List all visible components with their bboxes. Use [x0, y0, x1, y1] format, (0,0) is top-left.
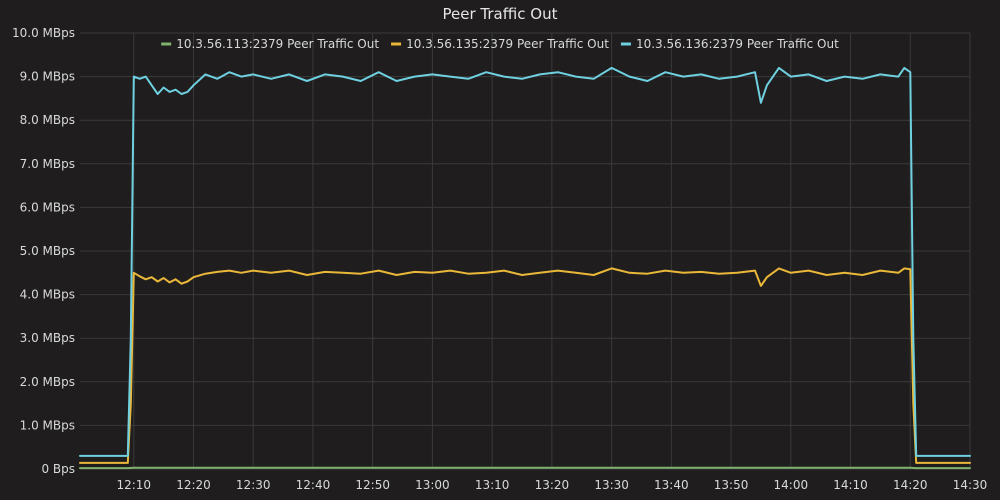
chart-title: Peer Traffic Out — [443, 5, 558, 23]
legend-item-2[interactable]: 10.3.56.135:2379 Peer Traffic Out — [391, 37, 609, 51]
series-line-3 — [79, 66, 971, 457]
x-tick-label: 12:40 — [296, 478, 331, 492]
y-axis: 0 Bps 1.0 MBps 2.0 MBps 3.0 MBps 4.0 MBps 5.0… — [12, 26, 75, 476]
x-tick-label: 12:20 — [176, 478, 211, 492]
y-tick-label: 7.0 MBps — [20, 157, 75, 171]
x-tick-label: 12:30 — [236, 478, 271, 492]
legend-item-3[interactable]: 10.3.56.136:2379 Peer Traffic Out — [620, 37, 839, 51]
x-tick-label: 13:50 — [714, 478, 749, 492]
y-tick-label: 3.0 MBps — [20, 331, 75, 345]
x-tick-label: 14:00 — [774, 478, 809, 492]
y-tick-label: 8.0 MBps — [20, 113, 75, 127]
y-tick-label: 2.0 MBps — [20, 375, 75, 389]
x-tick-label: 14:10 — [833, 478, 868, 492]
y-tick-label: 6.0 MBps — [20, 200, 75, 214]
x-tick-label: 13:40 — [654, 478, 689, 492]
x-tick-label: 14:30 — [953, 478, 988, 492]
legend-label: 10.3.56.136:2379 Peer Traffic Out — [636, 37, 839, 51]
series-line-2 — [79, 267, 971, 464]
x-tick-label: 12:10 — [116, 478, 151, 492]
y-tick-label: 9.0 MBps — [20, 70, 75, 84]
y-tick-label: 1.0 MBps — [20, 418, 75, 432]
legend-label: 10.3.56.113:2379 Peer Traffic Out — [176, 37, 379, 51]
x-tick-label: 13:10 — [475, 478, 510, 492]
legend[interactable]: 10.3.56.113:2379 Peer Traffic Out 10.3.56… — [161, 37, 839, 51]
series-group — [79, 66, 971, 470]
x-axis: 12:10 12:20 12:30 12:40 12:50 13:00 13:10 13:20… — [116, 478, 987, 492]
x-tick-label: 12:50 — [355, 478, 390, 492]
y-tick-label: 10.0 MBps — [12, 26, 75, 40]
legend-label: 10.3.56.135:2379 Peer Traffic Out — [406, 37, 609, 51]
x-tick-label: 14:20 — [893, 478, 928, 492]
x-tick-label: 13:30 — [594, 478, 629, 492]
y-tick-label: 0 Bps — [41, 462, 75, 476]
y-tick-label: 5.0 MBps — [20, 244, 75, 258]
x-tick-label: 13:00 — [415, 478, 450, 492]
grid — [80, 32, 971, 470]
legend-item-1[interactable]: 10.3.56.113:2379 Peer Traffic Out — [161, 37, 379, 51]
x-tick-label: 13:20 — [535, 478, 570, 492]
y-tick-label: 4.0 MBps — [20, 288, 75, 302]
